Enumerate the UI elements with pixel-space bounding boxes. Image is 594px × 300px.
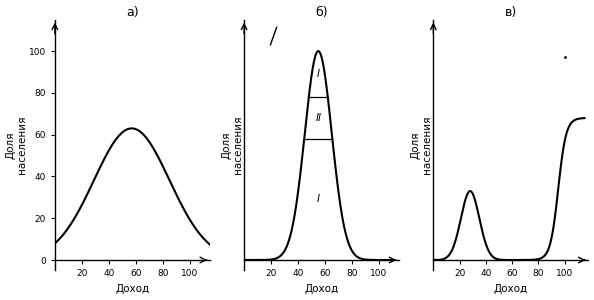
Text: II: II — [315, 113, 321, 123]
Title: а): а) — [126, 6, 139, 19]
X-axis label: Доход: Доход — [115, 284, 150, 294]
Text: I: I — [317, 194, 320, 204]
X-axis label: Доход: Доход — [305, 284, 339, 294]
Y-axis label: Доля
населения: Доля населения — [410, 116, 432, 174]
Y-axis label: Доля
населения: Доля населения — [5, 116, 27, 174]
Title: б): б) — [315, 6, 328, 19]
Text: I: I — [317, 69, 320, 79]
X-axis label: Доход: Доход — [494, 284, 528, 294]
Title: в): в) — [505, 6, 517, 19]
Y-axis label: Доля
населения: Доля населения — [221, 116, 243, 174]
